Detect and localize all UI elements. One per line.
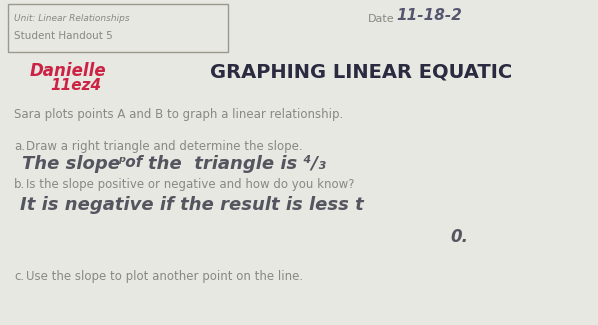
Text: Student Handout 5: Student Handout 5 xyxy=(14,31,113,41)
Text: Draw a right triangle and determine the slope.: Draw a right triangle and determine the … xyxy=(26,140,303,153)
Text: The slope: The slope xyxy=(22,155,120,173)
Text: 11-18-2: 11-18-2 xyxy=(396,8,462,23)
Text: GRAPHING LINEAR EQUATIC: GRAPHING LINEAR EQUATIC xyxy=(210,62,512,81)
Text: 11ez4: 11ez4 xyxy=(50,78,101,93)
Text: b.: b. xyxy=(14,178,25,191)
Text: ᵖof: ᵖof xyxy=(118,155,142,170)
Text: the  triangle is ⁴/₃: the triangle is ⁴/₃ xyxy=(148,155,326,173)
Text: 0.: 0. xyxy=(450,228,468,246)
Text: Sara plots points A and B to graph a linear relationship.: Sara plots points A and B to graph a lin… xyxy=(14,108,343,121)
Text: Unit: Linear Relationships: Unit: Linear Relationships xyxy=(14,14,130,23)
Text: Is the slope positive or negative and how do you know?: Is the slope positive or negative and ho… xyxy=(26,178,355,191)
Text: Use the slope to plot another point on the line.: Use the slope to plot another point on t… xyxy=(26,270,303,283)
Text: Danielle: Danielle xyxy=(30,62,106,80)
Text: It is negative if the result is less t: It is negative if the result is less t xyxy=(20,196,364,214)
Text: Date: Date xyxy=(368,14,395,24)
Text: c.: c. xyxy=(14,270,24,283)
Text: a.: a. xyxy=(14,140,25,153)
